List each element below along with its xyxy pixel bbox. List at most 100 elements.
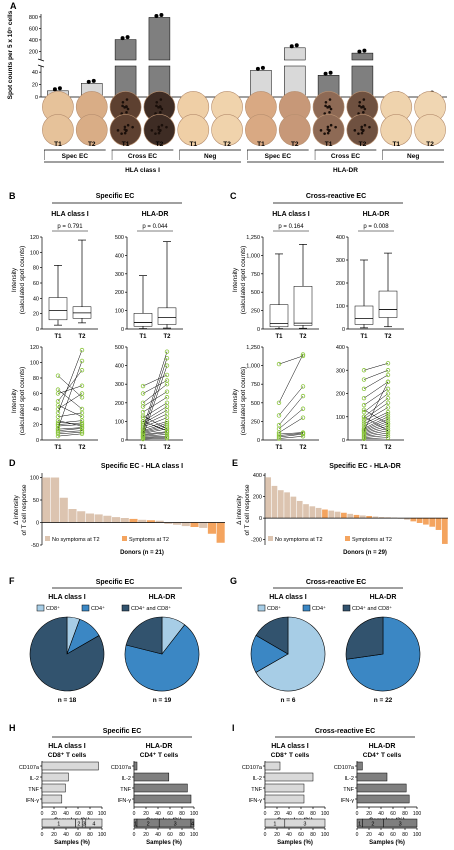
paired-line: [278, 355, 304, 365]
elispot-spot: [361, 105, 365, 108]
elispot-spot: [165, 125, 168, 129]
paired-line: [142, 424, 168, 432]
x-tick-label: 40: [378, 811, 384, 817]
paired-line: [278, 408, 304, 430]
legend-label: CD4⁺: [312, 605, 326, 612]
elispot-spot: [160, 107, 164, 111]
y-tick-label: 40: [33, 407, 39, 413]
box: [269, 304, 289, 328]
data-point: [300, 415, 306, 420]
subplot-title: HLA-DR: [370, 594, 397, 601]
paired-line: [142, 428, 168, 434]
paired-line: [363, 428, 389, 435]
bar: [41, 772, 69, 782]
x-tick-label: T1: [189, 141, 197, 148]
y-tick-label: 0: [342, 438, 345, 444]
paired-line: [278, 386, 304, 416]
y-tick-label: 0: [36, 327, 39, 333]
data-point: [159, 12, 164, 17]
data-point: [86, 79, 91, 84]
data-point: [385, 416, 391, 422]
data-point: [164, 428, 170, 433]
bar: [277, 490, 284, 519]
y-tick-label: 300: [115, 382, 124, 388]
paired-line: [142, 365, 168, 437]
data-point: [55, 387, 61, 392]
data-point: [385, 368, 391, 373]
data-point: [79, 395, 85, 400]
stack-segment: [85, 818, 103, 828]
legend-swatch-symptoms: [345, 536, 350, 541]
data-point: [164, 389, 170, 394]
y-axis-label: (calculated spot counts): [19, 246, 26, 315]
legend-label: Symptoms at T2: [352, 537, 392, 543]
paired-line: [142, 384, 168, 403]
elispot-spot: [154, 112, 157, 115]
group-label: Cross EC: [331, 153, 361, 160]
data-point: [120, 36, 125, 41]
bar: [303, 504, 309, 519]
y-tick-label: 120: [30, 345, 39, 351]
y-tick-label: 500: [115, 235, 124, 241]
panel-letter-g: G: [230, 576, 237, 586]
elispot-spot: [125, 129, 128, 132]
y-tick-label: 750: [251, 382, 260, 388]
elispot-spot: [362, 129, 365, 132]
y-tick-label: 250: [251, 309, 260, 315]
bar: [441, 518, 448, 544]
legend-swatch: [342, 604, 351, 612]
p-value: p = 0.044: [142, 224, 168, 230]
data-point: [385, 419, 391, 424]
elispot-well: [211, 114, 243, 146]
y-axis-label: of T cell response: [244, 484, 251, 535]
subplot-subtitle: CD4⁺ T cells: [140, 752, 179, 759]
x-tick-label: 60: [298, 811, 304, 817]
y-tick-label: 200: [115, 401, 124, 407]
data-point: [55, 399, 61, 404]
data-point: [276, 434, 282, 440]
elispot-spot: [125, 105, 128, 108]
p-value: p = 0.164: [278, 224, 304, 230]
elispot-spot: [329, 107, 333, 111]
paired-line: [363, 432, 389, 437]
y-axis-label: (calculated spot counts): [19, 367, 26, 436]
y-axis-label: Intensity: [11, 388, 18, 413]
bar: [51, 477, 60, 523]
panel-letter-c: C: [230, 191, 237, 201]
legend-swatch-no-symptoms: [268, 536, 273, 541]
elispot-spot: [123, 131, 127, 135]
legend-label: No symptoms at T2: [52, 537, 100, 543]
data-point: [385, 426, 391, 431]
subplot-title: HLA class I: [271, 743, 309, 750]
y-tick-label: 200: [253, 495, 262, 501]
y-tick-label: 200: [336, 392, 345, 398]
data-point: [300, 352, 306, 357]
data-point: [79, 420, 85, 426]
pie-slice: [124, 624, 200, 692]
y-tick-label: 40: [32, 70, 38, 76]
elispot-spot: [159, 98, 163, 101]
pie-slice: [255, 616, 289, 655]
bar: [103, 515, 112, 523]
x-tick-label: 20: [366, 832, 372, 838]
elispot-spot: [353, 129, 357, 132]
bar: [199, 522, 208, 528]
data-point: [300, 430, 306, 435]
x-tick-label: 0: [264, 811, 267, 817]
pie-slice: [345, 616, 384, 660]
paired-line: [142, 426, 168, 433]
elispot-spot: [360, 125, 364, 129]
paired-line: [142, 358, 168, 433]
data-point: [79, 423, 85, 429]
panel-title: Specific EC: [96, 193, 135, 200]
subplot-subtitle: CD4⁺ T cells: [363, 752, 402, 759]
group-label: Spec EC: [265, 153, 292, 160]
bar: [181, 522, 190, 527]
x-tick-label: T2: [78, 334, 86, 340]
category-label: TNF: [251, 787, 262, 793]
bar: [309, 506, 316, 519]
data-point: [140, 426, 146, 432]
data-point: [276, 433, 282, 438]
bar: [284, 492, 290, 519]
y-tick-label: 200: [29, 49, 38, 55]
